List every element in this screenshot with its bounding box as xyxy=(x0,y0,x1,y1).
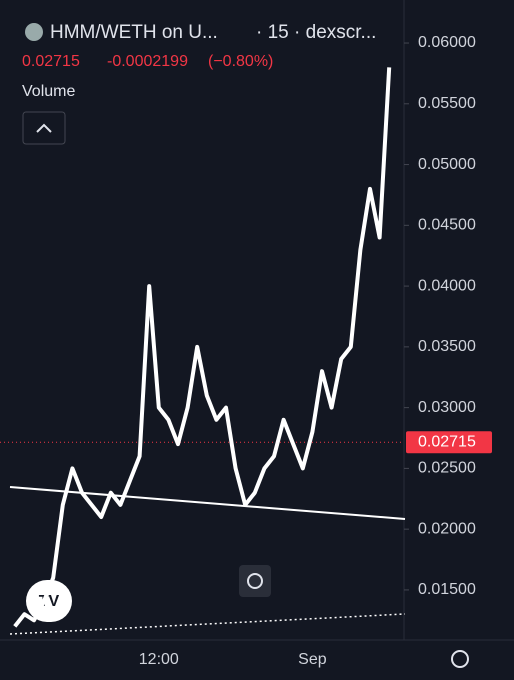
reset-icon xyxy=(247,573,263,589)
study-label: Volume xyxy=(22,83,75,100)
trend-line xyxy=(9,613,406,635)
y-tick-label: 0.04000 xyxy=(418,277,476,294)
token-icon xyxy=(25,23,43,41)
y-tick-label: 0.04500 xyxy=(418,217,476,234)
last-price-label: 0.02715 xyxy=(418,433,476,450)
y-tick-label: 0.01500 xyxy=(418,581,476,598)
y-tick-label: 0.03500 xyxy=(418,338,476,355)
collapse-icon xyxy=(36,123,52,133)
y-tick-label: 0.02500 xyxy=(418,460,476,477)
y-tick-label: 0.05000 xyxy=(418,156,476,173)
y-tick-label: 0.02000 xyxy=(418,520,476,537)
reset-button[interactable] xyxy=(239,565,271,597)
change: -0.0002199 xyxy=(107,53,188,70)
y-tick-label: 0.03000 xyxy=(418,399,476,416)
pair-title: HMM/WETH on U... xyxy=(50,22,218,43)
trend-line xyxy=(9,486,406,520)
y-tick-label: 0.06000 xyxy=(418,34,476,51)
y-tick-label: 0.05500 xyxy=(418,95,476,112)
settings-button[interactable] xyxy=(451,650,469,668)
last-price: 0.02715 xyxy=(22,53,80,70)
x-tick-label: Sep xyxy=(298,651,327,668)
change-pct: (−0.80%) xyxy=(208,53,273,70)
collapse-button[interactable] xyxy=(22,111,66,145)
price-line xyxy=(13,67,392,628)
last-price-box xyxy=(406,431,492,454)
pair-meta: · 15 · dexscr... xyxy=(256,22,376,43)
x-tick-label: 12:00 xyxy=(139,651,179,668)
